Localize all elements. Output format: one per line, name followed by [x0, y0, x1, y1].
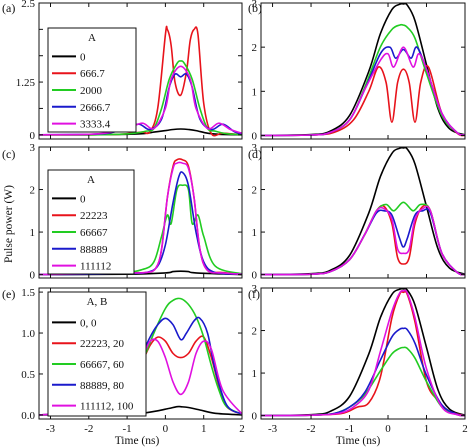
y-tick-label: 1 — [252, 368, 258, 380]
x-tick-label: -3 — [268, 423, 278, 435]
series-group — [261, 147, 465, 276]
y-tick-label: 1 — [252, 227, 258, 239]
x-axis-title-left: Time (ns) — [115, 435, 160, 447]
legend-label: 22223, 20 — [80, 338, 125, 350]
x-tick-label: 1 — [424, 423, 430, 435]
y-tick-label: 2 — [252, 42, 258, 54]
legend: A, B 0, 0 22223, 20 66667, 60 88889, 80 11111… — [47, 291, 147, 417]
y-tick-label: 0 — [252, 270, 258, 282]
panel-6: -3 -2 -1 0 1 2 0 1 2 3(f) — [248, 283, 468, 435]
plot-frame — [38, 287, 243, 420]
x-tick-label: 2 — [239, 423, 245, 435]
legend-box — [47, 169, 135, 275]
legend-box — [47, 27, 137, 133]
legend-label: 111112 — [80, 261, 111, 273]
legend-label: 111112, 100 — [80, 401, 134, 413]
y-tick-label: 0 — [30, 270, 36, 282]
plot-frame — [260, 287, 466, 420]
y-tick-label: 1.25 — [16, 77, 36, 89]
legend-label: 2000 — [80, 85, 103, 97]
legend-title: A, B — [87, 296, 108, 308]
y-tick-label: 1.0 — [21, 328, 35, 340]
x-tick-label: 2 — [462, 423, 468, 435]
legend-label: 0 — [80, 193, 86, 205]
panel-label: (e) — [2, 287, 15, 301]
x-axis-title-right: Time (ns) — [336, 435, 381, 447]
panel-4: 0 1 2 3(d) — [248, 142, 466, 282]
x-tick-label: -3 — [46, 423, 56, 435]
panel-5: -3 -2 -1 0 1 2 0.0 0.5 1.0 1.5 (e) A, B 0, 0 22223, 2… — [2, 287, 245, 435]
y-tick-label: 3 — [252, 283, 258, 295]
series-line-4 — [261, 208, 465, 276]
series-group — [261, 288, 465, 417]
series-line-3 — [261, 23, 465, 137]
panel-label: (b) — [248, 1, 262, 15]
y-tick-label: 1.5 — [21, 287, 35, 299]
x-tick-label: 1 — [201, 423, 207, 435]
y-tick-label: 3 — [252, 142, 258, 154]
x-tick-label: -2 — [84, 423, 93, 435]
legend-box — [47, 291, 147, 417]
series-line-4 — [261, 327, 465, 417]
legend-label: 22223 — [80, 210, 108, 222]
x-tick-label: -1 — [345, 423, 354, 435]
x-tick-label: -2 — [306, 423, 315, 435]
y-axis-title: Pulse power (W) — [3, 185, 15, 263]
legend-label: 666.7 — [80, 68, 105, 80]
legend-title: A — [88, 32, 96, 44]
y-tick-label: 0 — [252, 130, 258, 142]
y-tick-label: 0.0 — [21, 410, 35, 422]
legend-label: 2666.7 — [80, 102, 111, 114]
series-line-5 — [39, 161, 242, 276]
series-line-1 — [261, 147, 465, 276]
legend-label: 88889, 80 — [80, 380, 125, 392]
series-line-5 — [261, 46, 465, 137]
y-tick-label: 2 — [252, 185, 258, 197]
series-line-3 — [39, 184, 242, 276]
plot-frame — [260, 146, 466, 279]
series-line-2 — [261, 65, 465, 137]
panel-label: (a) — [2, 1, 15, 15]
series-line-5 — [261, 289, 465, 417]
x-tick-label: 0 — [385, 423, 391, 435]
x-tick-label: -1 — [123, 423, 132, 435]
plot-frame — [260, 2, 466, 140]
y-tick-label: 0 — [252, 411, 258, 423]
x-tick-label: 0 — [163, 423, 169, 435]
y-tick-label: 1 — [252, 86, 258, 98]
series-line-1 — [261, 3, 465, 137]
legend-label: 0 — [80, 51, 86, 63]
legend-label: 66667 — [80, 227, 108, 239]
y-tick-label: 2 — [30, 185, 36, 197]
y-tick-label: 2.5 — [21, 0, 35, 10]
panel-label: (c) — [2, 147, 15, 161]
legend-label: 66667, 60 — [80, 359, 125, 371]
panel-label: (f) — [248, 287, 260, 301]
y-tick-label: 3 — [30, 142, 36, 154]
y-tick-label: 2 — [252, 326, 258, 338]
series-group — [261, 3, 465, 137]
legend-label: 88889 — [80, 244, 108, 256]
y-tick-label: 1 — [30, 227, 36, 239]
series-line-1 — [261, 288, 465, 417]
panel-2: 0 1 2 3(b) — [248, 0, 466, 142]
plot-frame — [38, 146, 243, 279]
y-tick-label: 0.5 — [21, 369, 35, 381]
legend: A0 666.7 2000 2666.7 3333.4 — [47, 27, 137, 133]
y-tick-label: 0 — [30, 130, 36, 142]
legend-label: 0, 0 — [80, 317, 97, 329]
series-line-5 — [261, 205, 465, 276]
legend-label: 3333.4 — [80, 119, 111, 131]
series-line-3 — [39, 60, 242, 136]
legend-title: A — [87, 174, 95, 186]
plot-frame — [38, 2, 243, 140]
legend: A0 22223 66667 88889 111112 — [47, 169, 135, 275]
panel-label: (d) — [248, 147, 262, 161]
y-tick-label: 3 — [252, 0, 258, 10]
